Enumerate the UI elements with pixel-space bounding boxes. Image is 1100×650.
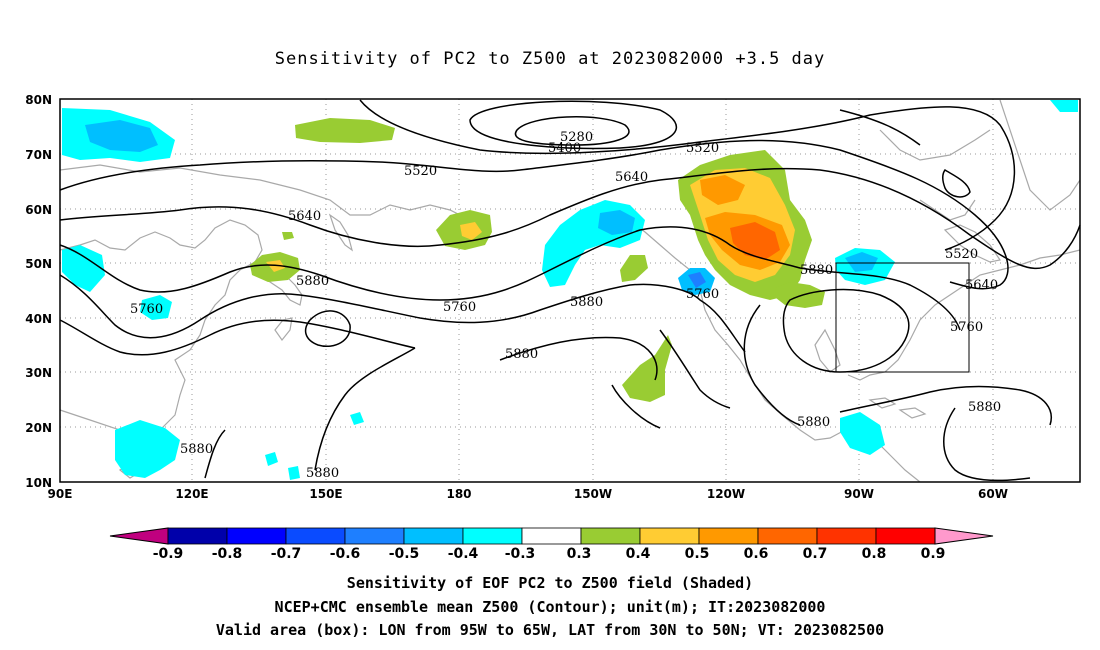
colorbar-cell (344, 527, 405, 545)
colorbar-label: -0.4 (448, 546, 479, 562)
lat-label: 10N (25, 476, 52, 490)
caption-line-2: NCEP+CMC ensemble mean Z500 (Contour); u… (274, 598, 826, 616)
colorbar-label: 0.4 (626, 546, 651, 562)
lon-label: 180 (446, 487, 471, 501)
lat-label: 50N (25, 257, 52, 271)
valid-area-box (835, 262, 970, 373)
colorbar-label: 0.7 (803, 546, 828, 562)
contour-label: 5640 (615, 170, 648, 185)
colorbar-label: 0.9 (921, 546, 946, 562)
contour-label: 5880 (296, 274, 329, 289)
colorbar-cell (698, 527, 759, 545)
colorbar-label: -0.9 (153, 546, 184, 562)
contour-label: 5880 (306, 466, 339, 481)
caption-line-1: Sensitivity of EOF PC2 to Z500 field (Sh… (346, 574, 754, 592)
lat-label: 60N (25, 203, 52, 217)
lat-label: 70N (25, 148, 52, 162)
lat-label: 80N (25, 93, 52, 107)
colorbar-arrow-high (934, 527, 994, 545)
contour-labels: 5280 5400 5520 5520 5520 5640 5640 5640 … (130, 130, 1001, 481)
lon-label: 90E (48, 487, 73, 501)
contour-label: 5760 (443, 300, 476, 315)
colorbar-label: 0.5 (685, 546, 710, 562)
lon-label: 150W (574, 487, 612, 501)
contour-label: 5520 (686, 141, 719, 156)
colorbar-cell (816, 527, 877, 545)
colorbar-cell (580, 527, 641, 545)
latitude-labels: 80N 70N 60N 50N 40N 30N 20N 10N (25, 93, 52, 490)
colorbar-label: -0.6 (330, 546, 361, 562)
lat-label: 30N (25, 366, 52, 380)
colorbar-label: 0.6 (744, 546, 769, 562)
contour-label: 5760 (950, 320, 983, 335)
map-frame (59, 98, 1081, 483)
caption-line-3: Valid area (box): LON from 95W to 65W, L… (215, 621, 885, 639)
colorbar-labels: -0.9 -0.8 -0.7 -0.6 -0.5 -0.4 -0.3 0.3 0… (153, 546, 946, 562)
z500-contours (59, 99, 1081, 482)
contour-label: 5880 (968, 400, 1001, 415)
colorbar-label: -0.8 (212, 546, 243, 562)
colorbar-label: -0.7 (271, 546, 302, 562)
lon-label: 90W (844, 487, 874, 501)
sensitivity-shading (62, 100, 1078, 480)
contour-label: 5760 (130, 302, 163, 317)
contour-label: 5880 (570, 295, 603, 310)
contour-label: 5880 (800, 263, 833, 278)
contour-label: 5880 (505, 347, 538, 362)
colorbar-cell (285, 527, 346, 545)
contour-label: 5280 (560, 130, 593, 145)
contour-label: 5760 (686, 287, 719, 302)
map-plot-area (60, 99, 1080, 482)
colorbar: -0.9 -0.8 -0.7 -0.6 -0.5 -0.4 -0.3 0.3 0… (109, 527, 994, 562)
colorbar-cell (167, 527, 228, 545)
lat-label: 20N (25, 421, 52, 435)
colorbar-cells (109, 527, 994, 545)
contour-label: 5880 (180, 442, 213, 457)
colorbar-cell (757, 527, 818, 545)
colorbar-label: 0.3 (567, 546, 592, 562)
lat-label: 40N (25, 312, 52, 326)
colorbar-label: -0.5 (389, 546, 420, 562)
colorbar-arrow-low (109, 527, 169, 545)
contour-label: 5640 (965, 278, 998, 293)
colorbar-cell (875, 527, 936, 545)
longitude-labels: 90E 120E 150E 180 150W 120W 90W 60W (48, 487, 1008, 501)
colorbar-cell (639, 527, 700, 545)
colorbar-label: -0.3 (505, 546, 536, 562)
colorbar-cell (521, 527, 582, 545)
colorbar-label: 0.8 (862, 546, 887, 562)
contour-label: 5400 (548, 141, 581, 156)
colorbar-cell (403, 527, 464, 545)
contour-label: 5520 (404, 164, 437, 179)
lon-label: 120W (707, 487, 745, 501)
lon-label: 60W (978, 487, 1008, 501)
lon-label: 150E (309, 487, 342, 501)
contour-label: 5520 (945, 247, 978, 262)
contour-label: 5640 (288, 209, 321, 224)
contour-label: 5880 (797, 415, 830, 430)
plot-title: Sensitivity of PC2 to Z500 at 2023082000… (274, 49, 826, 69)
colorbar-cell (462, 527, 523, 545)
colorbar-cell (226, 527, 287, 545)
lon-label: 120E (175, 487, 208, 501)
